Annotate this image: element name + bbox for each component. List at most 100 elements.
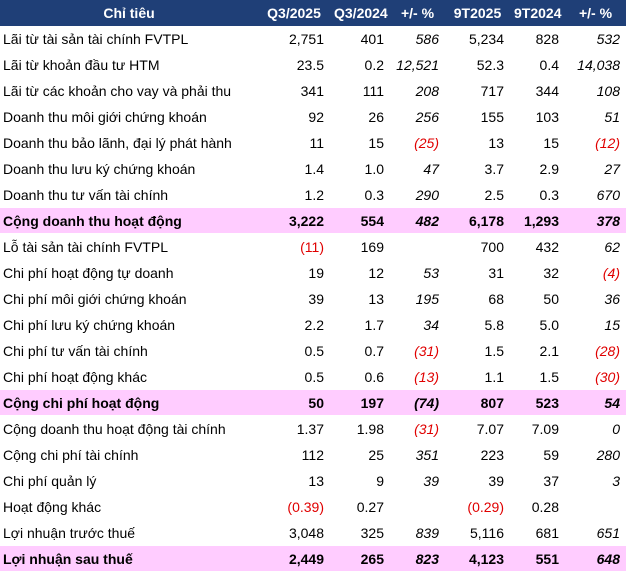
empty-cell — [565, 493, 626, 520]
cell-value: 54 — [565, 389, 626, 416]
cell-value: 839 — [390, 519, 445, 546]
cell-value: (74) — [390, 389, 445, 416]
cell-value: (13) — [390, 363, 445, 390]
cell-value: 53 — [390, 259, 445, 286]
cell-value: 0.28 — [510, 493, 565, 520]
cell-value: 256 — [390, 103, 445, 130]
cell-value: (0.29) — [445, 493, 510, 520]
cell-value: 2,449 — [258, 545, 330, 572]
cell-value: 1.4 — [258, 155, 330, 182]
cell-value: (31) — [390, 337, 445, 364]
cell-value: 13 — [258, 467, 330, 494]
cell-value: 7.07 — [445, 415, 510, 442]
cell-value: 554 — [330, 207, 390, 234]
cell-value: 648 — [565, 545, 626, 572]
row-label: Lợi nhuận trước thuế — [0, 519, 258, 546]
cell-value: 0.3 — [330, 181, 390, 208]
table-row: Cộng chi phí tài chính 112 25 351 223 59 280 — [0, 441, 626, 468]
cell-value: 31 — [445, 259, 510, 286]
table-row: Chi phí quản lý 13 9 39 39 37 3 — [0, 467, 626, 494]
cell-value: 50 — [258, 389, 330, 416]
cell-value: 19 — [258, 259, 330, 286]
cell-value: 325 — [330, 519, 390, 546]
cell-value: 12 — [330, 259, 390, 286]
cell-value: 344 — [510, 77, 565, 104]
table-body: Lãi từ tài sản tài chính FVTPL 2,751 401 58… — [0, 26, 626, 572]
cell-value: 1.1 — [445, 363, 510, 390]
cell-value: 681 — [510, 519, 565, 546]
cell-value: 2.2 — [258, 311, 330, 338]
cell-value: 11 — [258, 129, 330, 156]
cell-value: 341 — [258, 77, 330, 104]
table-row: Cộng chi phí hoạt động 50 197 (74) 807 523 54 — [0, 389, 626, 416]
column-header: +/- % — [390, 0, 445, 26]
column-header: 9T2025 — [445, 0, 510, 26]
table-row: Hoạt động khác (0.39) 0.27 (0.29) 0.28 — [0, 493, 626, 520]
cell-value: 103 — [510, 103, 565, 130]
cell-value: 15 — [565, 311, 626, 338]
column-header: +/- % — [565, 0, 626, 26]
row-label: Doanh thu lưu ký chứng khoán — [0, 155, 258, 182]
row-label: Hoạt động khác — [0, 493, 258, 520]
cell-value: (12) — [565, 129, 626, 156]
table-row: Lợi nhuận sau thuế 2,449 265 823 4,123 551 648 — [0, 545, 626, 572]
cell-value: 39 — [390, 467, 445, 494]
table-row: Chi phí môi giới chứng khoán 39 13 195 68 50 3… — [0, 285, 626, 312]
cell-value: 651 — [565, 519, 626, 546]
cell-value: 523 — [510, 389, 565, 416]
cell-value: 1.7 — [330, 311, 390, 338]
cell-value: 378 — [565, 207, 626, 234]
cell-value: (4) — [565, 259, 626, 286]
column-header: 9T2024 — [510, 0, 565, 26]
row-label: Doanh thu môi giới chứng khoán — [0, 103, 258, 130]
cell-value: (30) — [565, 363, 626, 390]
cell-value: 5,116 — [445, 519, 510, 546]
empty-cell — [390, 233, 445, 260]
cell-value: 1.37 — [258, 415, 330, 442]
row-label: Chi phí môi giới chứng khoán — [0, 285, 258, 312]
cell-value: 39 — [258, 285, 330, 312]
cell-value: 6,178 — [445, 207, 510, 234]
cell-value: 0.4 — [510, 51, 565, 78]
cell-value: 0.5 — [258, 363, 330, 390]
cell-value: 1.5 — [510, 363, 565, 390]
row-label: Chi phí quản lý — [0, 467, 258, 494]
cell-value: 5.8 — [445, 311, 510, 338]
cell-value: 68 — [445, 285, 510, 312]
table-row: Lỗ tài sản tài chính FVTPL (11) 169 700 432 6… — [0, 233, 626, 260]
cell-value: 9 — [330, 467, 390, 494]
table-row: Doanh thu bảo lãnh, đại lý phát hành 11 15… — [0, 129, 626, 156]
cell-value: 700 — [445, 233, 510, 260]
cell-value: 3,222 — [258, 207, 330, 234]
cell-value: 2.1 — [510, 337, 565, 364]
table-row: Doanh thu tư vấn tài chính 1.2 0.3 290 2.5 0.… — [0, 181, 626, 208]
row-label: Cộng doanh thu hoạt động — [0, 207, 258, 234]
cell-value: 4,123 — [445, 545, 510, 572]
cell-value: 51 — [565, 103, 626, 130]
cell-value: 25 — [330, 441, 390, 468]
cell-value: 0.6 — [330, 363, 390, 390]
cell-value: (0.39) — [258, 493, 330, 520]
table-row: Cộng doanh thu hoạt động 3,222 554 482 6,178… — [0, 207, 626, 234]
cell-value: 7.09 — [510, 415, 565, 442]
row-label: Chi phí hoạt động tự doanh — [0, 259, 258, 286]
row-label: Cộng chi phí tài chính — [0, 441, 258, 468]
cell-value: 15 — [510, 129, 565, 156]
cell-value: 15 — [330, 129, 390, 156]
cell-value: 223 — [445, 441, 510, 468]
cell-value: 670 — [565, 181, 626, 208]
cell-value: (28) — [565, 337, 626, 364]
cell-value: 0.7 — [330, 337, 390, 364]
empty-cell — [390, 493, 445, 520]
cell-value: 828 — [510, 26, 565, 52]
cell-value: 1,293 — [510, 207, 565, 234]
table-row: Lãi từ các khoản cho vay và phải thu 341 1… — [0, 77, 626, 104]
cell-value: 351 — [390, 441, 445, 468]
cell-value: 2.9 — [510, 155, 565, 182]
cell-value: 551 — [510, 545, 565, 572]
cell-value: 290 — [390, 181, 445, 208]
cell-value: 717 — [445, 77, 510, 104]
column-header: Q3/2025 — [258, 0, 330, 26]
